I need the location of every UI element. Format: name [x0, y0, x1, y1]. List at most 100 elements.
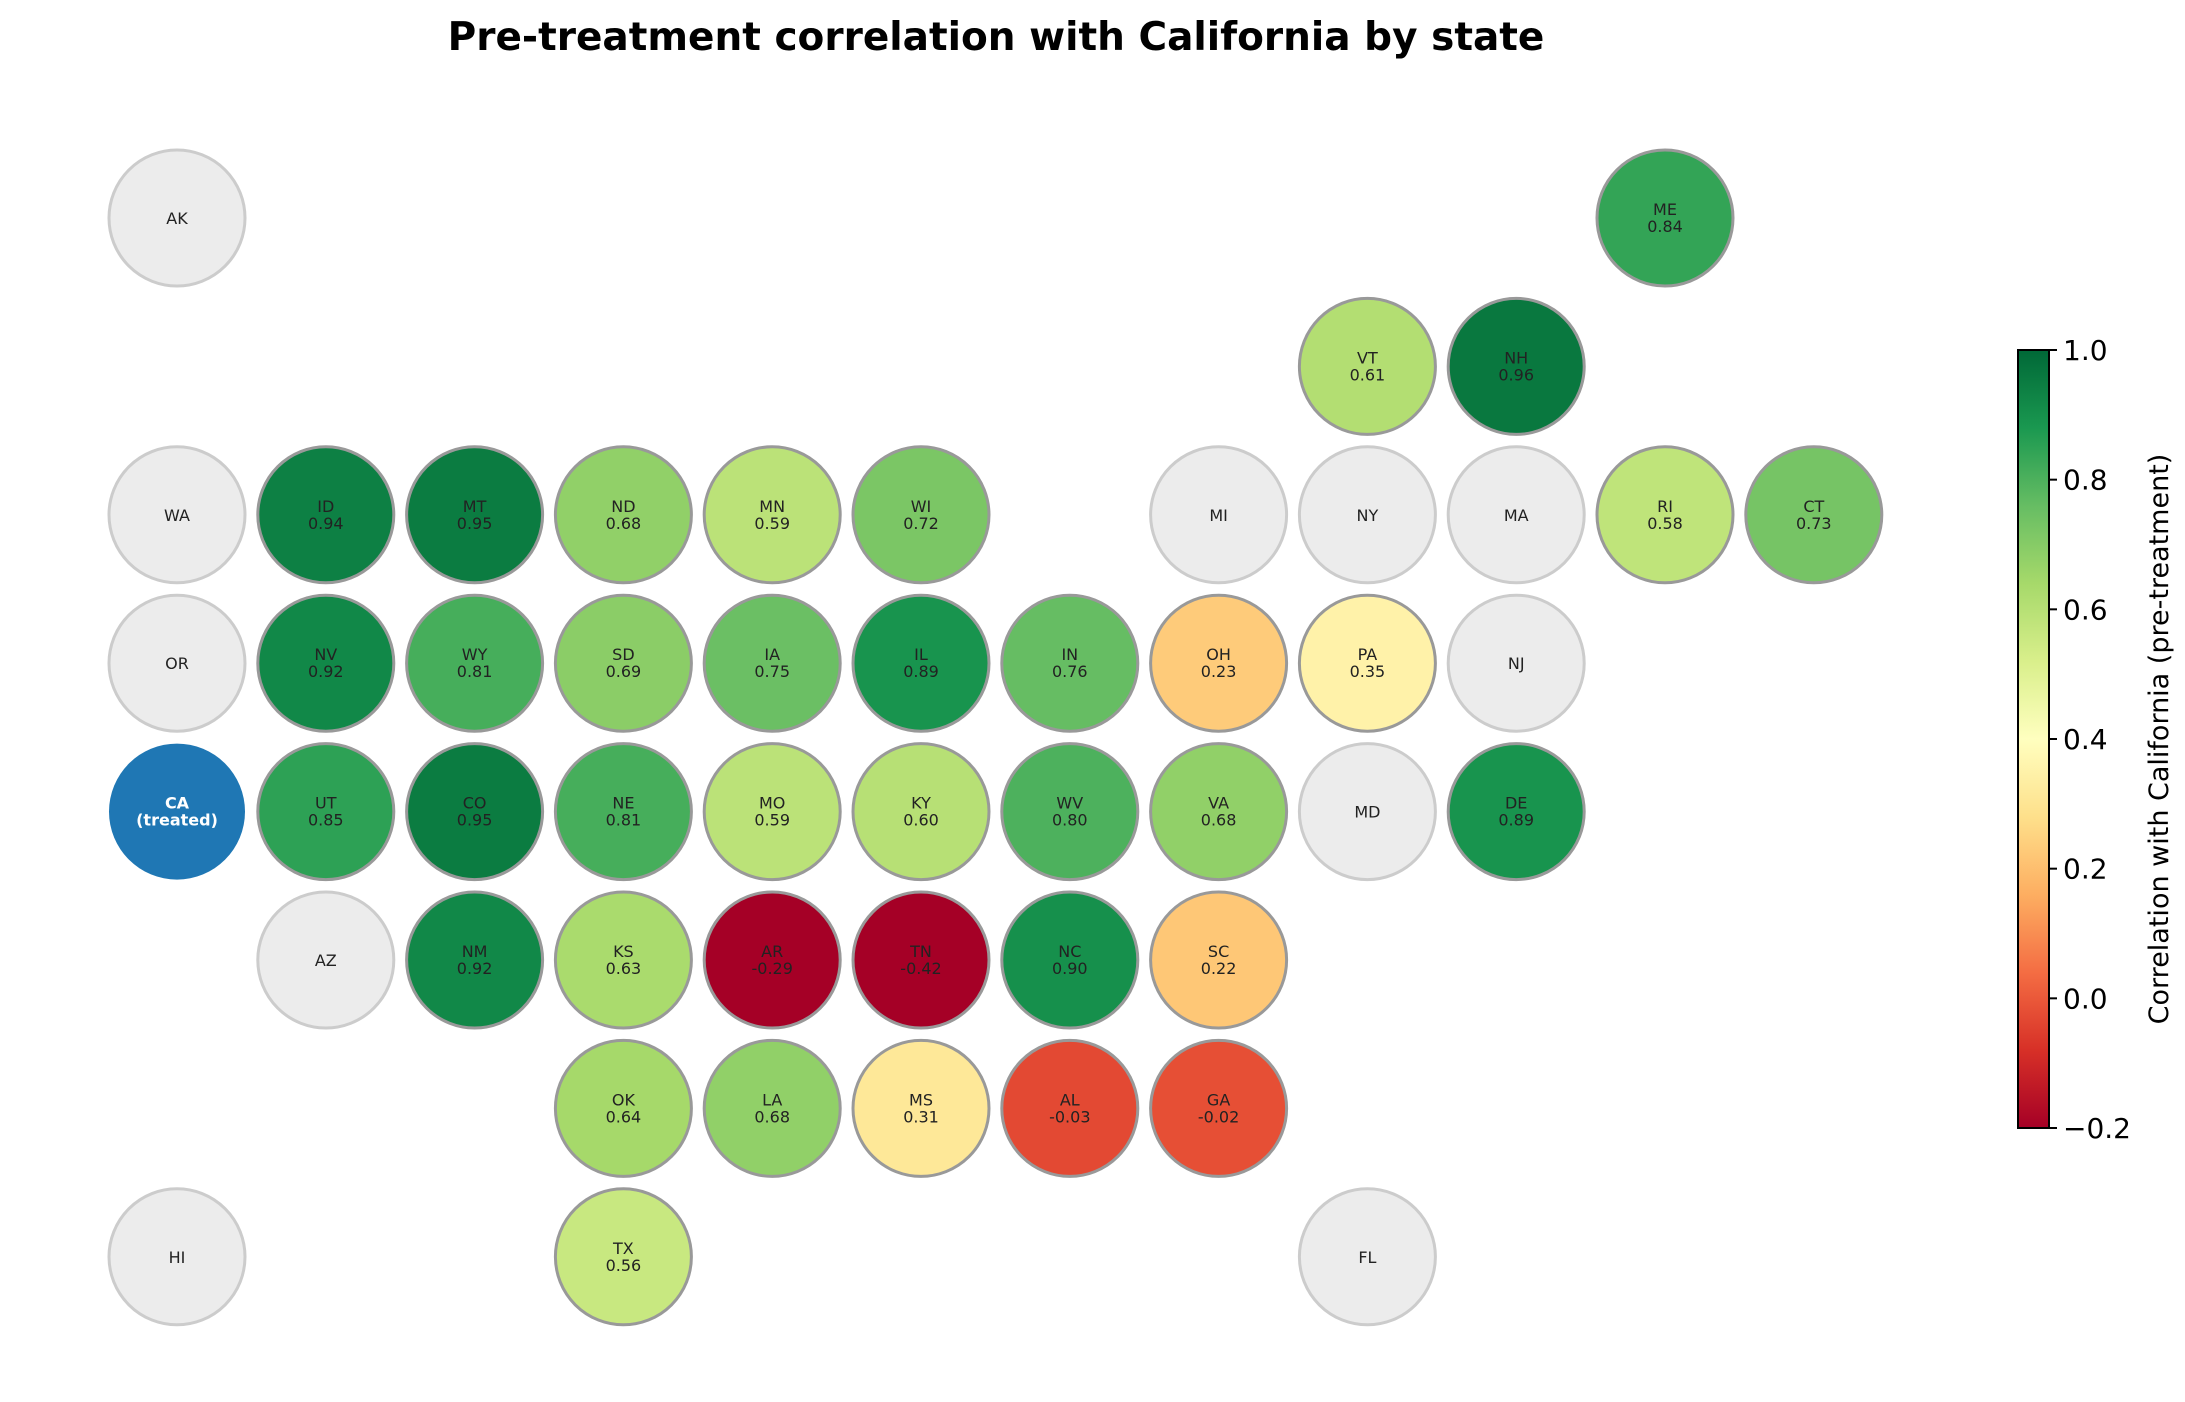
state-value: 0.31: [903, 1107, 939, 1126]
state-circle: [851, 890, 991, 1030]
state-value: 0.58: [1647, 514, 1683, 533]
state-abbr: AK: [166, 209, 188, 228]
state-value: 0.35: [1350, 662, 1386, 681]
state-abbr: SD: [612, 645, 634, 664]
state-value: 0.76: [1052, 662, 1088, 681]
state-circle: [1446, 445, 1586, 585]
state-value: 0.59: [754, 811, 790, 830]
state-tile-ok: OK0.64: [553, 1038, 693, 1178]
state-abbr: WV: [1056, 794, 1083, 813]
state-abbr: IN: [1061, 645, 1078, 664]
state-circle: [1000, 890, 1140, 1030]
state-circle: [405, 445, 545, 585]
state-abbr: VA: [1208, 794, 1229, 813]
state-circle: [1000, 1038, 1140, 1178]
state-circle: [1149, 593, 1289, 733]
state-tile-id: ID0.94: [256, 445, 396, 585]
state-circle: [109, 743, 245, 880]
state-tile-sc: SC0.22: [1149, 890, 1289, 1030]
state-abbr: MD: [1354, 803, 1380, 822]
state-value: 0.68: [606, 514, 642, 533]
state-abbr: SC: [1208, 942, 1229, 961]
state-circle: [107, 593, 247, 733]
colorbar-gradient: [2017, 349, 2050, 1129]
colorbar-tick-label: 0.6: [2063, 593, 2108, 626]
state-abbr: TX: [612, 1239, 634, 1258]
state-tile-or: OR: [107, 593, 247, 733]
state-abbr: ID: [317, 497, 334, 516]
state-circle: [553, 1038, 693, 1178]
state-circle: [1297, 296, 1437, 436]
state-circle: [1297, 742, 1437, 882]
state-circle: [851, 1038, 991, 1178]
state-abbr: AL: [1060, 1090, 1080, 1109]
state-tile-vt: VT0.61: [1297, 296, 1437, 436]
state-abbr: NY: [1357, 506, 1379, 525]
state-abbr: OK: [612, 1090, 636, 1109]
state-value: 0.92: [457, 959, 493, 978]
state-value: 0.61: [1350, 365, 1386, 384]
state-value: 0.68: [754, 1107, 790, 1126]
state-value: 0.80: [1052, 811, 1088, 830]
state-tile-ut: UT0.85: [256, 742, 396, 882]
state-abbr: OR: [165, 654, 189, 673]
state-abbr: AZ: [315, 951, 337, 970]
state-circle: [1297, 593, 1437, 733]
state-abbr: DE: [1505, 794, 1527, 813]
state-circle: [405, 593, 545, 733]
state-abbr: CT: [1803, 497, 1824, 516]
state-value: 0.59: [754, 514, 790, 533]
state-value: 0.60: [903, 811, 939, 830]
state-abbr: NE: [612, 794, 634, 813]
state-abbr: UT: [315, 794, 337, 813]
state-circle: [107, 1187, 247, 1327]
state-circle: [1149, 890, 1289, 1030]
state-abbr: MI: [1209, 506, 1228, 525]
state-tile-nh: NH0.96: [1446, 296, 1586, 436]
state-abbr: MT: [463, 497, 487, 516]
colorbar-tick-label: 0.0: [2063, 982, 2108, 1015]
state-tile-co: CO0.95: [405, 742, 545, 882]
state-abbr: IA: [764, 645, 780, 664]
state-tile-mt: MT0.95: [405, 445, 545, 585]
state-tile-hi: HI: [107, 1187, 247, 1327]
state-circle: [702, 1038, 842, 1178]
state-abbr: KY: [911, 794, 931, 813]
state-tile-ct: CT0.73: [1744, 445, 1884, 585]
state-abbr: NC: [1058, 942, 1081, 961]
state-circle: [1149, 1038, 1289, 1178]
treated-label: (treated): [136, 811, 218, 830]
state-abbr: MS: [909, 1090, 933, 1109]
state-tile-la: LA0.68: [702, 1038, 842, 1178]
state-abbr: IL: [914, 645, 928, 664]
state-value: 0.64: [606, 1107, 642, 1126]
colorbar-tick-label: 0.8: [2063, 464, 2108, 497]
state-circle: [553, 890, 693, 1030]
state-tile-nj: NJ: [1446, 593, 1586, 733]
state-abbr: PA: [1358, 645, 1378, 664]
state-abbr: TN: [909, 942, 932, 961]
state-value: 0.69: [606, 662, 642, 681]
state-value: 0.23: [1201, 662, 1237, 681]
state-value: 0.63: [606, 959, 642, 978]
state-tile-az: AZ: [256, 890, 396, 1030]
state-value: 0.56: [606, 1256, 642, 1275]
state-tile-wy: WY0.81: [405, 593, 545, 733]
state-abbr: HI: [169, 1248, 186, 1267]
state-value: 0.75: [754, 662, 790, 681]
colorbar: 1.0 0.8 0.6 0.4 0.2 0.0 −0.2 Correlation with …: [2017, 334, 2175, 1145]
state-circle: [1595, 148, 1735, 288]
state-tile-in: IN0.76: [1000, 593, 1140, 733]
state-tile-ar: AR-0.29: [702, 890, 842, 1030]
state-abbr: ND: [611, 497, 635, 516]
colorbar-label: Correlation with California (pre-treatme…: [2144, 454, 2175, 1025]
state-value: 0.96: [1498, 365, 1534, 384]
state-circle: [1149, 742, 1289, 882]
state-circle: [256, 890, 396, 1030]
state-circle: [851, 445, 991, 585]
state-tile-va: VA0.68: [1149, 742, 1289, 882]
state-value: 0.90: [1052, 959, 1088, 978]
state-value: 0.89: [1498, 811, 1534, 830]
